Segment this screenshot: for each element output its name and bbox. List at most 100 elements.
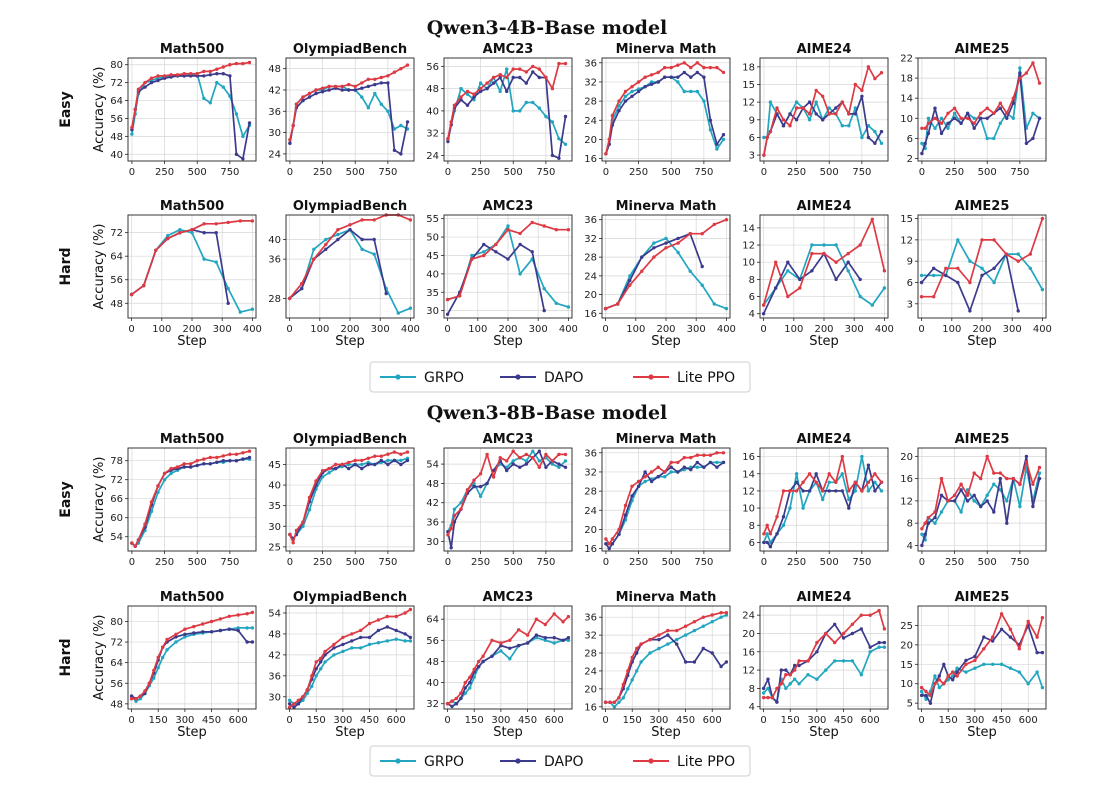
- x-axis-label: Step: [967, 334, 997, 349]
- data-point-grpo: [465, 92, 470, 96]
- x-tick-label: 750: [852, 557, 871, 568]
- data-point-dapo: [985, 116, 989, 121]
- legend-label-grpo: GRPO: [424, 754, 464, 770]
- y-tick-label: 12: [742, 98, 755, 109]
- x-tick-label: 450: [834, 715, 853, 726]
- data-point-dapo: [202, 231, 206, 235]
- data-point-dapo: [683, 660, 688, 664]
- x-tick-label: 200: [814, 324, 833, 335]
- data-point-grpo: [403, 639, 407, 643]
- data-point-grpo: [138, 697, 143, 701]
- data-point-grpo: [366, 106, 370, 110]
- data-point-lite-ppo: [719, 611, 723, 615]
- data-point-lite-ppo: [669, 460, 673, 465]
- y-tick-label: 40: [426, 106, 439, 117]
- data-point-lite-ppo: [676, 241, 680, 245]
- x-tick-label: 0: [760, 715, 766, 726]
- x-tick-label: 0: [445, 557, 451, 568]
- data-point-grpo: [788, 682, 792, 686]
- y-tick-label: 48: [110, 299, 123, 310]
- y-tick-label: 48: [268, 629, 281, 640]
- data-point-lite-ppo: [195, 459, 199, 463]
- data-point-dapo: [481, 659, 485, 664]
- data-point-lite-ppo: [695, 453, 699, 457]
- data-point-grpo: [873, 480, 877, 484]
- data-point-lite-ppo: [491, 475, 496, 479]
- data-point-lite-ppo: [359, 628, 363, 633]
- data-point-grpo: [998, 121, 1002, 126]
- data-point-grpo: [1026, 682, 1030, 686]
- data-point-dapo: [1037, 476, 1042, 481]
- data-point-grpo: [1016, 252, 1020, 256]
- panel-amc23-hard: AMC23 32 40 48 56 64 0 150 300 450 600 Step: [426, 590, 573, 740]
- data-point-lite-ppo: [482, 253, 486, 258]
- plot-frame: [443, 57, 573, 162]
- data-point-lite-ppo: [663, 470, 667, 474]
- plot-frame: [285, 214, 415, 319]
- data-point-dapo: [669, 75, 673, 79]
- data-point-dapo: [505, 468, 509, 473]
- data-point-lite-ppo: [834, 480, 838, 484]
- data-point-grpo: [766, 686, 770, 691]
- x-tick-label: 100: [942, 324, 961, 335]
- plot-frame: [759, 57, 889, 162]
- data-point-grpo: [882, 645, 887, 649]
- data-point-dapo: [701, 646, 705, 651]
- data-point-lite-ppo: [557, 61, 561, 66]
- data-point-dapo: [143, 85, 147, 89]
- y-tick-label: 54: [268, 608, 281, 619]
- data-point-lite-ppo: [810, 251, 814, 256]
- data-point-grpo: [824, 668, 828, 672]
- data-point-dapo: [245, 640, 249, 644]
- section-title-1: Qwen3-4B-Base model: [427, 17, 668, 39]
- data-point-lite-ppo: [543, 622, 547, 627]
- data-point-lite-ppo: [156, 484, 160, 488]
- y-tick-label: 20: [584, 684, 597, 695]
- data-point-lite-ppo: [617, 527, 621, 532]
- data-point-grpo: [933, 674, 937, 678]
- data-point-grpo: [307, 508, 312, 512]
- x-tick-label: 100: [468, 324, 487, 335]
- y-tick-label: 42: [268, 650, 281, 661]
- data-point-lite-ppo: [879, 71, 884, 75]
- data-point-lite-ppo: [472, 92, 476, 96]
- data-point-grpo: [1040, 685, 1045, 690]
- data-point-lite-ppo: [133, 107, 137, 112]
- data-point-lite-ppo: [827, 472, 831, 476]
- data-point-lite-ppo: [544, 452, 548, 457]
- data-point-lite-ppo: [459, 691, 463, 695]
- data-point-grpo: [657, 646, 661, 651]
- data-point-grpo: [868, 650, 872, 654]
- data-point-lite-ppo: [472, 667, 476, 672]
- data-point-lite-ppo: [939, 121, 944, 126]
- data-point-grpo: [241, 134, 245, 139]
- y-tick-label: 66: [110, 494, 123, 505]
- x-tick-label: 600: [861, 715, 880, 726]
- data-point-grpo: [1017, 670, 1021, 674]
- y-tick-label: 36: [268, 255, 281, 266]
- x-tick-label: 250: [313, 557, 332, 568]
- data-point-grpo: [964, 670, 968, 674]
- data-point-dapo: [708, 460, 713, 465]
- data-point-lite-ppo: [968, 280, 972, 285]
- x-tick-label: 250: [155, 557, 174, 568]
- data-point-grpo: [470, 253, 474, 258]
- data-point-lite-ppo: [775, 686, 779, 691]
- y-tick-label: 20: [900, 640, 913, 651]
- y-tick-label: 8: [749, 521, 755, 532]
- y-tick-label: 32: [584, 631, 597, 642]
- data-point-dapo: [491, 81, 496, 85]
- series-line-dapo: [763, 95, 883, 156]
- data-point-lite-ppo: [478, 86, 483, 91]
- data-point-grpo: [341, 649, 345, 654]
- data-point-dapo: [766, 677, 770, 681]
- plot-frame: [127, 214, 257, 319]
- data-point-lite-ppo: [768, 532, 773, 536]
- y-tick-label: 24: [584, 116, 597, 127]
- data-point-lite-ppo: [228, 62, 232, 67]
- data-point-grpo: [238, 310, 242, 314]
- legend-label-lite-ppo: Lite PPO: [677, 370, 735, 386]
- data-point-lite-ppo: [550, 459, 555, 463]
- data-point-lite-ppo: [143, 689, 147, 693]
- data-point-dapo: [202, 462, 206, 466]
